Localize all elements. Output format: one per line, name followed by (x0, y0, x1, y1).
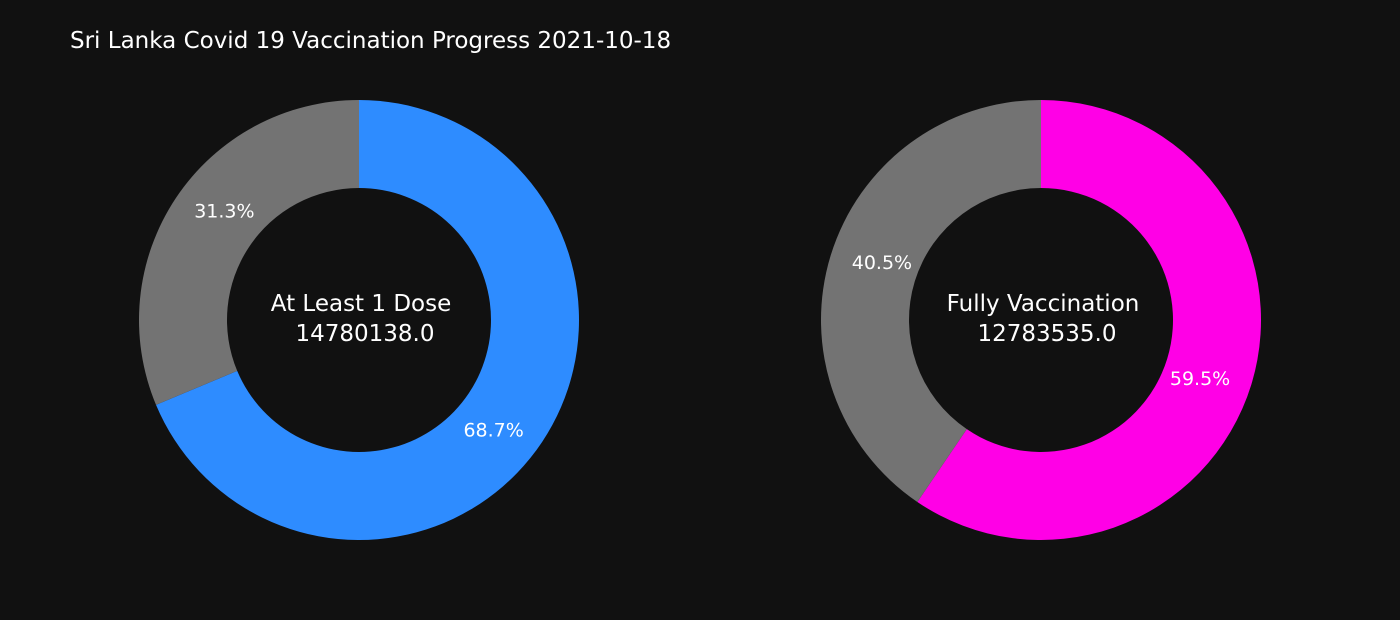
slice-percent-label-1: 40.5% (852, 252, 912, 274)
center-label-title: At Least 1 Dose (271, 291, 452, 317)
donut-slices-first-dose (138, 100, 579, 540)
donut-slices-fully-vaccinated (821, 100, 1261, 541)
center-label-title: Fully Vaccination (947, 291, 1140, 317)
donut-chart-first-dose: 68.7% 31.3% At Least 1 Dose 14780138.0 (138, 100, 579, 540)
center-label-value: 14780138.0 (295, 321, 434, 347)
donut-slice-1[interactable] (821, 100, 1041, 502)
donut-slice-labels-first-dose: 68.7% 31.3% (194, 200, 524, 441)
slice-percent-label-1: 31.3% (194, 200, 254, 222)
chart-title: Sri Lanka Covid 19 Vaccination Progress … (70, 28, 672, 54)
donut-slice-0[interactable] (917, 100, 1261, 541)
donut-slice-labels-fully-vaccinated: 59.5% 40.5% (852, 252, 1230, 390)
center-label-value: 12783535.0 (977, 321, 1116, 347)
slice-percent-label-0: 68.7% (463, 420, 523, 442)
slice-percent-label-0: 59.5% (1170, 368, 1230, 390)
donut-chart-fully-vaccinated: 59.5% 40.5% Fully Vaccination 12783535.0 (821, 100, 1261, 541)
donut-slice-1[interactable] (138, 100, 359, 405)
donut-slice-0[interactable] (156, 100, 579, 540)
